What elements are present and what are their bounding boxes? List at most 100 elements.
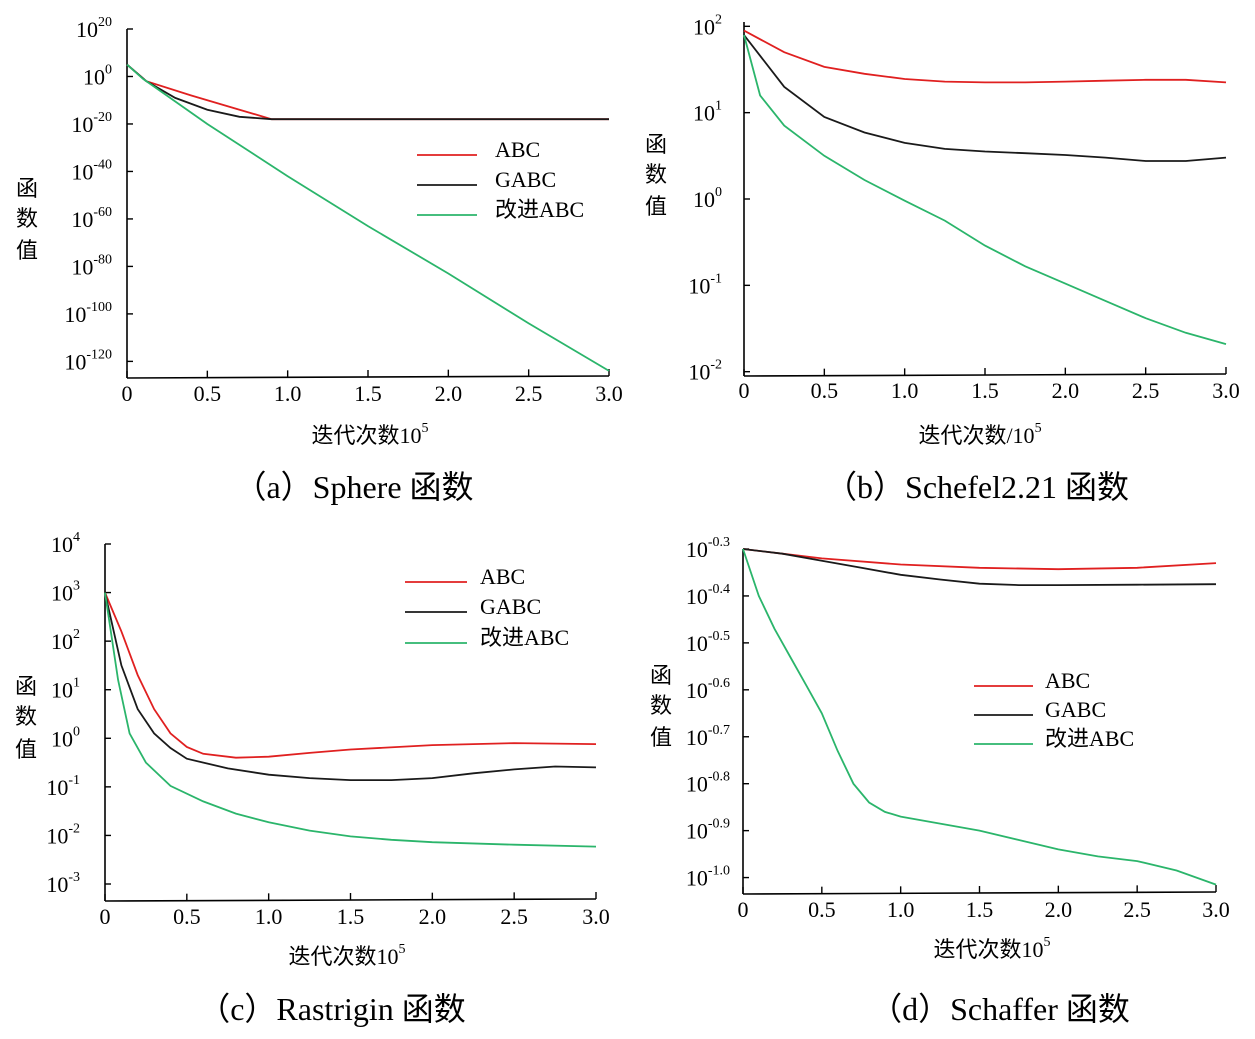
y-tick-label: 104 xyxy=(51,530,80,557)
y-axis-label-char: 值 xyxy=(15,737,37,762)
panel-caption: （b）Schefel2.21 函数 xyxy=(825,469,1129,505)
legend-label: 改进ABC xyxy=(495,197,584,222)
x-tick-label: 2.5 xyxy=(515,381,543,406)
y-tick-label: 10-2 xyxy=(688,358,722,385)
series-line-improved-abc xyxy=(126,63,610,372)
y-tick-label: 10-100 xyxy=(64,300,112,327)
panel-caption: （a）Sphere 函数 xyxy=(234,469,473,505)
legend-label: 改进ABC xyxy=(1045,726,1134,751)
y-tick-label: 101 xyxy=(693,99,722,126)
x-tick-label: 0.5 xyxy=(808,897,836,922)
panel-schaffer: 10-0.3 10-0.4 10-0.5 10-0.6 10-0.7 10-0.8 10-0… xyxy=(650,535,1230,1027)
series-line-gabc xyxy=(742,548,1217,586)
x-tick-label: 2.0 xyxy=(435,381,463,406)
series-line-abc xyxy=(104,592,597,759)
x-tick-label: 1.5 xyxy=(337,904,365,929)
series-line-improved-abc xyxy=(742,548,1217,886)
y-tick-label: 10-20 xyxy=(71,110,112,137)
y-axis-label-char: 数 xyxy=(650,693,672,718)
y-tick-label: 10-0.6 xyxy=(686,676,730,703)
panel-caption: （d）Schaffer 函数 xyxy=(870,991,1130,1027)
y-tick-label: 10-1.0 xyxy=(686,864,730,891)
y-tick-label: 10-3 xyxy=(46,870,80,897)
y-tick-label: 10-60 xyxy=(71,205,112,232)
x-axis-label: 迭代次数105 xyxy=(288,942,405,969)
y-tick-label: 10-120 xyxy=(64,347,112,374)
y-tick-label: 102 xyxy=(693,12,722,39)
y-tick-label: 10-80 xyxy=(71,252,112,279)
series-line-gabc xyxy=(126,63,609,121)
y-tick-label: 103 xyxy=(51,579,80,606)
x-tick-label: 0 xyxy=(122,381,133,406)
x-tick-label: 2.5 xyxy=(1132,378,1160,403)
legend-label: GABC xyxy=(1045,697,1106,722)
x-tick-label: 1.0 xyxy=(274,381,302,406)
y-axis-label-char: 值 xyxy=(16,238,38,263)
y-axis-label-char: 函 xyxy=(16,176,38,201)
y-tick-label: 10-40 xyxy=(71,157,112,184)
legend-label: 改进ABC xyxy=(480,625,569,650)
series-line-gabc xyxy=(743,34,1227,162)
x-tick-label: 2.0 xyxy=(419,904,447,929)
y-tick-label: 10-0.9 xyxy=(686,817,730,844)
x-tick-label: 3.0 xyxy=(595,381,623,406)
x-tick-label: 2.0 xyxy=(1045,897,1073,922)
y-tick-label: 10-1 xyxy=(46,773,80,800)
x-tick-label: 0 xyxy=(738,897,749,922)
x-tick-label: 1.0 xyxy=(255,904,283,929)
series-line-abc xyxy=(126,63,609,121)
panel-schefel: 102 101 100 10-1 10-2 0 0.5 1.0 1.5 2.0 2.5 3.0 迭代次数… xyxy=(645,12,1240,505)
x-tick-label: 1.0 xyxy=(887,897,915,922)
x-tick-label: 0.5 xyxy=(194,381,222,406)
y-axis-label-char: 函 xyxy=(645,132,667,157)
legend-label: ABC xyxy=(1045,668,1090,693)
y-tick-label: 1020 xyxy=(76,15,112,42)
x-tick-label: 1.5 xyxy=(971,378,999,403)
y-tick-label: 102 xyxy=(51,627,80,654)
y-tick-label: 10-2 xyxy=(46,821,80,848)
y-axis-label-char: 数 xyxy=(15,704,37,729)
y-tick-label: 100 xyxy=(51,724,80,751)
y-axis-label-char: 值 xyxy=(645,194,667,219)
legend-label: ABC xyxy=(495,137,540,162)
x-tick-label: 1.0 xyxy=(891,378,919,403)
series-line-gabc xyxy=(104,592,597,781)
y-tick-label: 10-0.8 xyxy=(686,770,730,797)
x-axis-label: 迭代次数105 xyxy=(311,421,428,448)
legend-label: ABC xyxy=(480,564,525,589)
x-tick-label: 2.5 xyxy=(500,904,528,929)
x-tick-label: 2.5 xyxy=(1123,897,1151,922)
y-axis-label-char: 函 xyxy=(15,674,37,699)
x-tick-label: 0 xyxy=(100,904,111,929)
y-tick-label: 10-1 xyxy=(688,271,722,298)
series-line-abc xyxy=(743,29,1227,84)
y-tick-label: 100 xyxy=(693,185,722,212)
y-tick-label: 10-0.4 xyxy=(686,582,730,609)
x-tick-label: 3.0 xyxy=(1212,378,1240,403)
y-tick-label: 100 xyxy=(83,62,112,89)
panel-caption: （c）Rastrigin 函数 xyxy=(198,991,466,1027)
panel-sphere: 1020 100 10-20 10-40 10-60 10-80 10-100 10-120 0… xyxy=(16,15,623,505)
y-axis-label-char: 值 xyxy=(650,725,672,750)
series-line-improved-abc xyxy=(104,592,597,848)
y-tick-label: 101 xyxy=(51,676,80,703)
x-tick-label: 0.5 xyxy=(811,378,839,403)
x-tick-label: 3.0 xyxy=(1202,897,1230,922)
y-axis-label-char: 函 xyxy=(650,663,672,688)
x-tick-label: 1.5 xyxy=(966,897,994,922)
y-tick-label: 10-0.5 xyxy=(686,629,730,656)
x-tick-label: 3.0 xyxy=(582,904,610,929)
y-tick-label: 10-0.7 xyxy=(686,723,730,750)
y-axis-label-char: 数 xyxy=(16,206,38,231)
legend-label: GABC xyxy=(480,594,541,619)
x-tick-label: 0.5 xyxy=(173,904,201,929)
x-axis-label: 迭代次数/105 xyxy=(918,421,1041,448)
legend-label: GABC xyxy=(495,167,556,192)
x-tick-label: 2.0 xyxy=(1052,378,1080,403)
x-tick-label: 1.5 xyxy=(354,381,382,406)
y-tick-label: 10-0.3 xyxy=(686,535,730,562)
series-line-improved-abc xyxy=(743,34,1227,345)
x-tick-label: 0 xyxy=(739,378,750,403)
x-axis-label: 迭代次数105 xyxy=(933,935,1050,962)
